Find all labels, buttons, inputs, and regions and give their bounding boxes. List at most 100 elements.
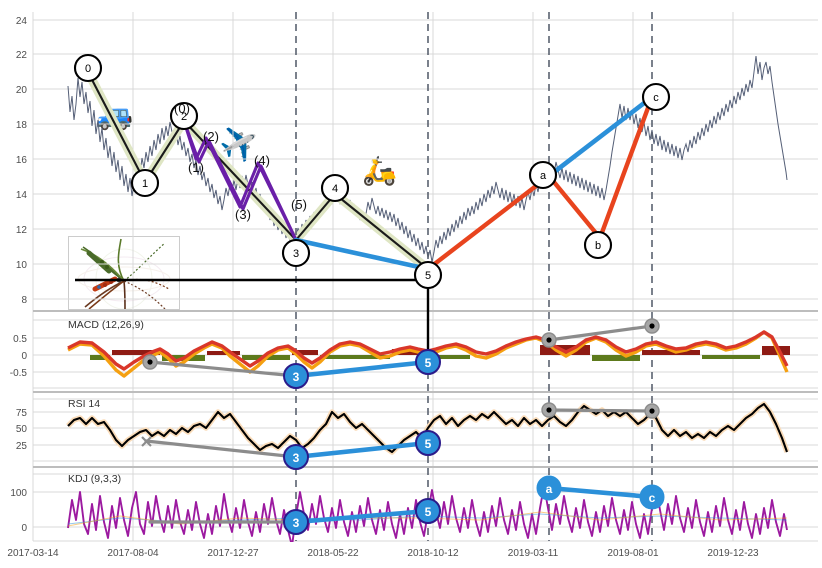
kdj-divergence: 3 5 a c (148, 475, 665, 535)
ytick-macd-1: 0 (21, 351, 27, 362)
rsi-blue-line-3-5 (293, 440, 431, 460)
rsi-x-marker[interactable] (141, 436, 152, 447)
ytick-price-8: 8 (21, 295, 27, 306)
ytick-price-1: 22 (16, 50, 28, 61)
macd-series (67, 330, 790, 378)
botanical-inset-image (68, 236, 180, 310)
ytick-price-5: 14 (16, 190, 28, 201)
wave-marker-5[interactable]: 5 (413, 260, 443, 290)
wave-marker-b[interactable]: b (583, 230, 613, 260)
kdj-marker-a-label: a (546, 482, 553, 496)
xtick-1: 2017-08-04 (107, 548, 159, 559)
wave-marker-0-label: 0 (85, 63, 91, 75)
ytick-price-0: 24 (16, 16, 28, 27)
wave-marker-1[interactable]: 1 (130, 168, 160, 198)
rsi-divergence: 3 5 (141, 402, 660, 470)
macd-marker-5[interactable]: 5 (415, 349, 441, 375)
kdj-marker-5[interactable]: 5 (415, 498, 441, 524)
inset-svg (77, 238, 171, 309)
wave-marker-2[interactable]: 2 (169, 101, 199, 131)
vertical-pivot-lines (295, 12, 653, 541)
macd-grey-dot-left[interactable] (142, 354, 158, 370)
kdj-marker-3[interactable]: 3 (283, 509, 309, 535)
rsi-grey-dot-right-1[interactable] (541, 402, 557, 418)
macd-marker-3-label: 3 (293, 370, 300, 384)
sub-wave-label-1: (1) (188, 160, 204, 175)
sub-wave-label-4: (4) (254, 153, 270, 168)
wave-marker-b-label: b (595, 240, 601, 252)
kdj-marker-c[interactable]: c (639, 484, 665, 510)
wave-marker-4[interactable]: 4 (320, 173, 350, 203)
abc-correction-line (425, 94, 655, 272)
divergence-a-c-line (546, 94, 655, 179)
macd-grey-dot-right-2[interactable] (644, 318, 660, 334)
kdj-marker-5-label: 5 (425, 505, 432, 519)
wave-marker-c-label: c (653, 92, 659, 104)
rsi-series (66, 401, 790, 455)
wave-marker-a[interactable]: a (528, 160, 558, 190)
y-axis-kdj: 100 0 (10, 488, 27, 534)
macd-divergence: 3 5 (142, 318, 660, 389)
price-to-macd-connector (75, 278, 430, 362)
kdj-blue-line-3-5 (293, 508, 431, 525)
rsi-marker-3-label: 3 (293, 451, 300, 465)
rsi-marker-3[interactable]: 3 (283, 444, 309, 470)
macd-grey-dot-right-1[interactable] (541, 332, 557, 348)
sub-wave-label-0: (0) (174, 101, 190, 116)
wave-primary-line (86, 70, 430, 271)
ytick-rsi-1: 50 (16, 424, 28, 435)
macd-blue-line-3-5 (293, 359, 431, 379)
wave-marker-4-label: 4 (332, 183, 338, 195)
ytick-macd-2: -0.5 (10, 368, 28, 379)
wave-marker-c[interactable]: c (641, 82, 671, 112)
ytick-macd-0: 0.5 (13, 334, 27, 345)
xtick-7: 2019-12-23 (707, 548, 759, 559)
ytick-price-3: 18 (16, 120, 28, 131)
wave-marker-a-label: a (540, 170, 547, 182)
ytick-price-7: 10 (16, 260, 28, 271)
kdj-marker-3-label: 3 (293, 516, 300, 530)
xtick-2: 2017-12-27 (207, 548, 259, 559)
rsi-grey-line-right (547, 408, 654, 413)
rsi-panel-label: RSI 14 (68, 398, 100, 410)
x-axis-labels: 2017-03-14 2017-08-04 2017-12-27 2018-05… (7, 548, 759, 559)
macd-marker-3[interactable]: 3 (283, 363, 309, 389)
xtick-3: 2018-05-22 (307, 548, 359, 559)
panel-separators (33, 309, 818, 469)
wave-marker-3-label: 3 (293, 248, 299, 260)
y-axis-price: 24 22 20 18 16 14 12 10 8 (16, 16, 28, 306)
wave-marker-1-label: 1 (142, 178, 148, 190)
xtick-6: 2019-08-01 (607, 548, 659, 559)
kdj-marker-c-label: c (649, 491, 656, 505)
divergence-3-5-line (293, 237, 431, 272)
sub-wave-label-2: (2) (203, 129, 219, 144)
xtick-4: 2018-10-12 (407, 548, 459, 559)
wave-marker-2-label: 2 (181, 111, 187, 123)
rsi-marker-5-label: 5 (425, 437, 432, 451)
xtick-0: 2017-03-14 (7, 548, 59, 559)
y-axis-rsi: 75 50 25 (16, 408, 28, 452)
sub-wave-label-5: (5) (291, 197, 307, 212)
macd-marker-5-label: 5 (425, 356, 432, 370)
ytick-price-2: 20 (16, 85, 28, 96)
rsi-grey-dot-right-2[interactable] (644, 403, 660, 419)
kdj-marker-a[interactable]: a (536, 475, 562, 501)
xtick-5: 2019-03-11 (508, 548, 559, 559)
macd-panel-label: MACD (12,26,9) (68, 319, 144, 331)
ytick-rsi-2: 25 (16, 441, 28, 452)
ytick-price-6: 12 (16, 225, 28, 236)
ytick-kdj-0: 100 (10, 488, 27, 499)
ytick-kdj-1: 0 (21, 523, 27, 534)
rsi-marker-5[interactable]: 5 (415, 430, 441, 456)
wave-marker-3[interactable]: 3 (281, 238, 311, 268)
price-divergence-lines (293, 94, 655, 272)
ytick-rsi-0: 75 (16, 408, 28, 419)
y-axis-macd: 0.5 0 -0.5 (10, 334, 28, 379)
wave-marker-5-label: 5 (425, 270, 431, 282)
kdj-panel-label: KDJ (9,3,3) (68, 473, 121, 485)
wave-marker-0[interactable]: 0 (73, 53, 103, 83)
scooter-emoji: 🛵 (362, 155, 397, 186)
ytick-price-4: 16 (16, 155, 28, 166)
